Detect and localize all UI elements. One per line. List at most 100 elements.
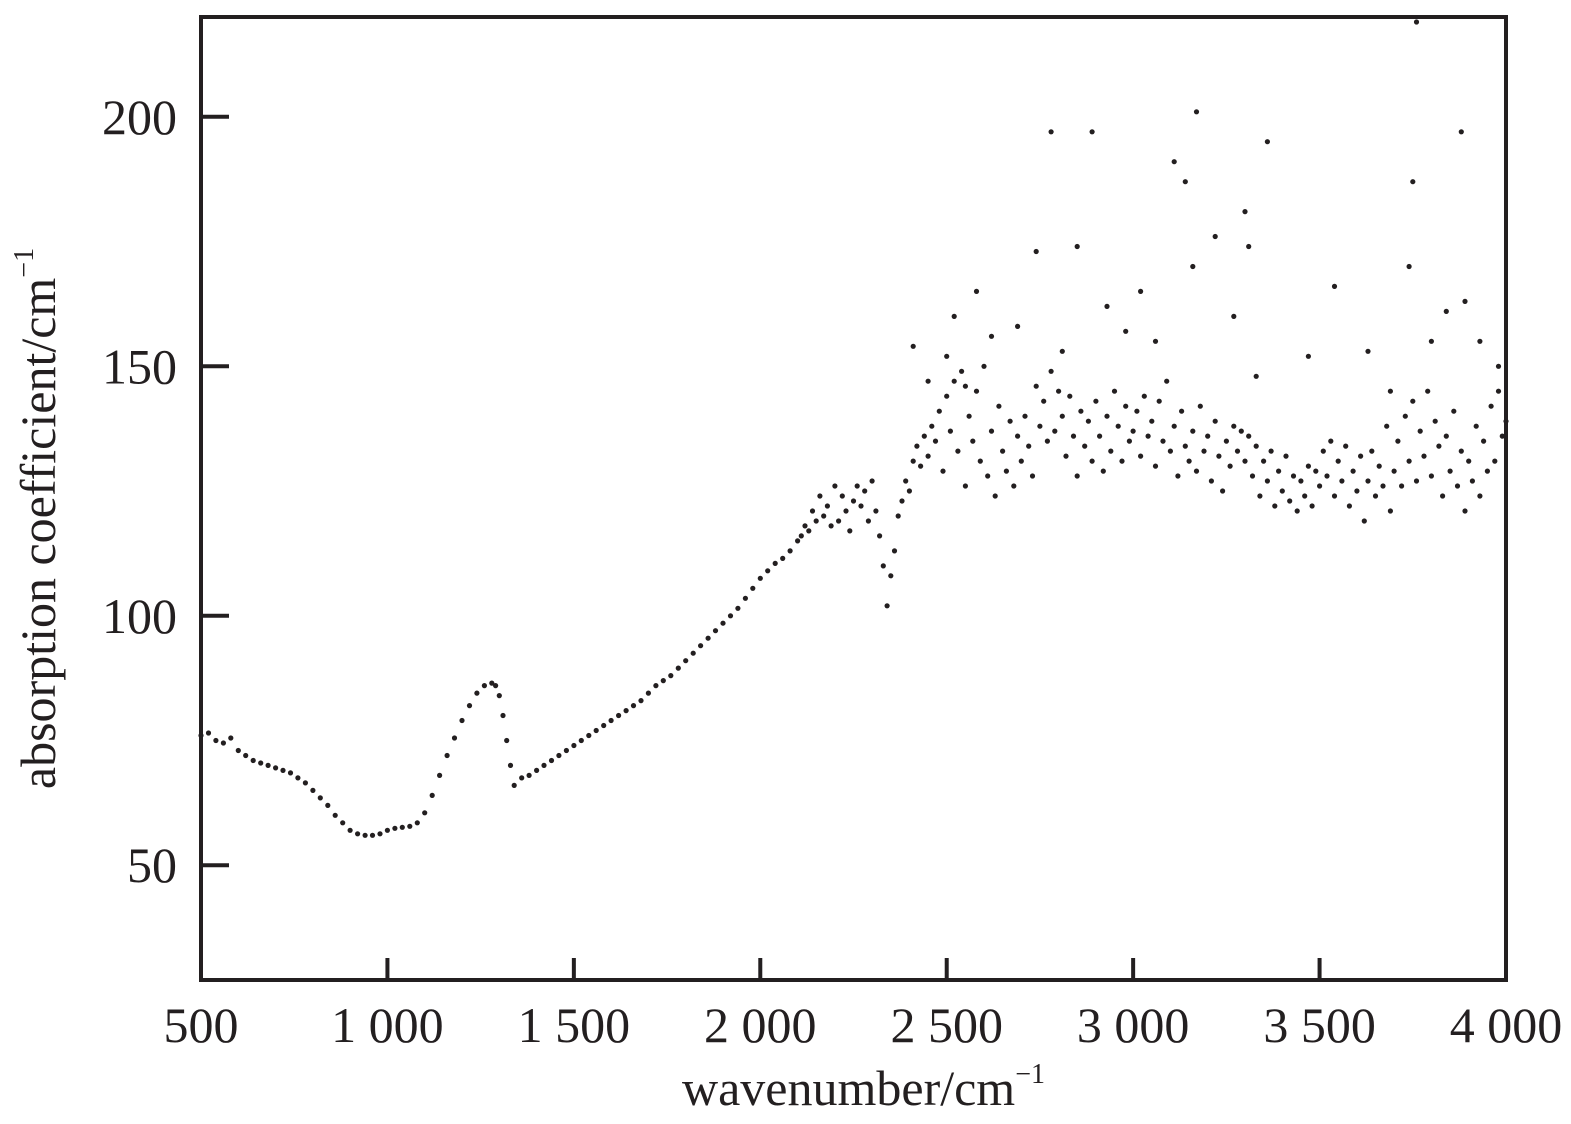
data-point — [1052, 428, 1058, 434]
data-point — [877, 533, 883, 539]
data-point — [1231, 423, 1237, 429]
data-point — [1037, 423, 1043, 429]
data-point — [1152, 338, 1159, 344]
data-point — [1126, 438, 1132, 444]
data-point — [865, 518, 872, 524]
data-point — [1458, 448, 1464, 454]
data-point — [891, 548, 898, 554]
data-point — [250, 757, 256, 764]
data-point — [1253, 373, 1259, 379]
data-point — [1469, 478, 1475, 484]
data-point — [563, 747, 570, 754]
data-point — [496, 693, 502, 699]
data-point — [992, 493, 998, 499]
data-point — [929, 423, 935, 429]
data-point — [1182, 179, 1188, 185]
data-point — [1070, 433, 1077, 439]
data-point — [504, 737, 510, 744]
y-tick-label: 100 — [102, 588, 177, 644]
data-point — [1410, 179, 1416, 185]
data-point — [258, 760, 264, 766]
data-point — [1074, 473, 1080, 479]
data-point — [750, 585, 756, 591]
data-point — [735, 605, 741, 611]
data-point — [828, 523, 834, 529]
data-point — [556, 752, 562, 759]
data-point — [1391, 468, 1397, 474]
data-point — [1380, 483, 1386, 489]
y-axis-title-text: absorption coefficient/cm — [10, 278, 66, 790]
data-point — [519, 775, 525, 781]
data-point — [1067, 393, 1073, 399]
data-point — [1063, 453, 1069, 459]
data-point — [813, 518, 819, 524]
data-point — [1082, 443, 1088, 449]
data-point — [1324, 473, 1330, 479]
data-point — [727, 613, 734, 619]
data-point — [355, 831, 361, 837]
data-point — [481, 683, 487, 689]
data-point — [977, 458, 983, 464]
data-point — [962, 383, 969, 389]
data-point — [623, 708, 629, 714]
data-point — [806, 528, 812, 534]
data-point — [1048, 368, 1054, 374]
data-point — [772, 560, 778, 567]
data-point — [705, 635, 711, 641]
data-point — [944, 393, 950, 399]
data-point — [1343, 443, 1349, 449]
data-point — [1413, 478, 1420, 484]
data-point — [534, 767, 540, 774]
data-point — [1011, 483, 1017, 489]
data-point — [220, 740, 226, 746]
data-point — [973, 388, 980, 394]
data-point — [1175, 473, 1181, 479]
data-point — [1358, 453, 1364, 459]
data-point — [1115, 423, 1121, 429]
data-point — [1208, 478, 1214, 484]
data-point — [228, 735, 234, 741]
data-point — [1246, 433, 1252, 439]
data-point — [1395, 438, 1401, 444]
data-point — [317, 795, 323, 801]
data-point — [1287, 498, 1293, 504]
data-point — [1234, 448, 1241, 454]
data-point — [1413, 19, 1420, 25]
data-point — [1488, 403, 1494, 409]
data-point — [712, 628, 719, 634]
data-point — [1167, 448, 1173, 454]
data-point — [511, 782, 517, 789]
data-point — [1246, 243, 1252, 250]
data-point — [1268, 448, 1274, 454]
y-axis-title-superscript: −1 — [9, 248, 40, 278]
y-tick-label: 150 — [102, 338, 177, 394]
x-axis-title-superscript: −1 — [1015, 1059, 1045, 1090]
data-point — [280, 767, 286, 774]
data-point — [1111, 388, 1118, 394]
data-point — [1104, 413, 1110, 419]
data-point — [1406, 263, 1412, 270]
data-point — [988, 428, 995, 434]
data-point — [1123, 328, 1129, 334]
data-point — [1313, 468, 1319, 474]
data-point — [1283, 453, 1289, 459]
data-point — [630, 703, 637, 709]
data-point — [1294, 508, 1300, 514]
data-point — [1443, 308, 1449, 314]
data-point — [1436, 443, 1442, 449]
data-point — [910, 458, 916, 464]
data-point — [1451, 408, 1457, 414]
data-point — [862, 488, 868, 494]
data-point — [1171, 159, 1177, 165]
data-point — [1264, 139, 1270, 145]
data-point — [362, 832, 368, 838]
data-point — [1440, 493, 1446, 499]
data-point — [1078, 408, 1084, 414]
data-point — [742, 595, 749, 601]
data-point — [1033, 383, 1039, 389]
data-point — [787, 548, 793, 554]
data-point — [1085, 418, 1091, 424]
data-point — [295, 775, 301, 781]
data-point — [1164, 378, 1170, 384]
